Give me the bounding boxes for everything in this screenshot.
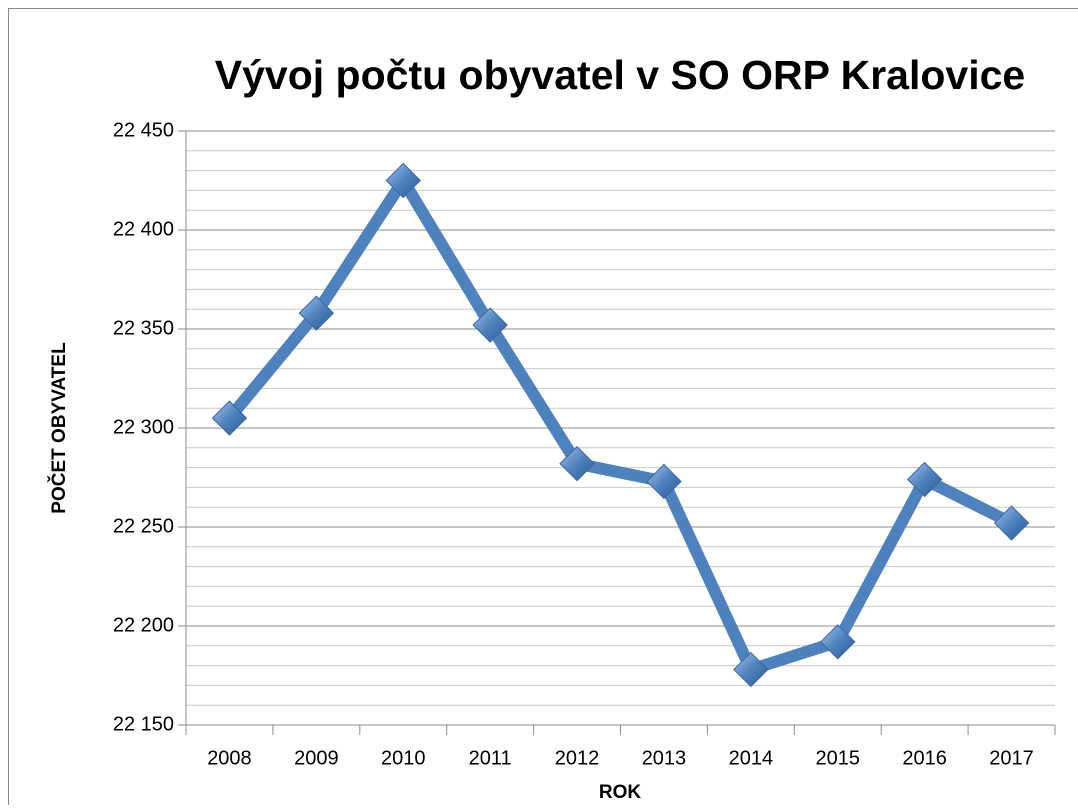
- y-tick-label: 22 200: [113, 614, 174, 636]
- x-tick-label: 2008: [207, 747, 252, 769]
- x-tick-label: 2013: [642, 747, 687, 769]
- x-tick-label: 2015: [816, 747, 861, 769]
- x-tick-label: 2014: [729, 747, 774, 769]
- y-tick-label: 22 300: [113, 416, 174, 438]
- y-tick-label: 22 400: [113, 218, 174, 240]
- y-tick-label: 22 150: [113, 713, 174, 735]
- x-tick-label: 2016: [902, 747, 947, 769]
- y-tick-label: 22 450: [113, 119, 174, 141]
- y-tick-label: 22 250: [113, 515, 174, 537]
- x-axis-label: ROK: [599, 782, 642, 803]
- x-tick-label: 2017: [989, 747, 1034, 769]
- y-tick-label: 22 350: [113, 317, 174, 339]
- chart-title: Vývoj počtu obyvatel v SO ORP Kralovice: [215, 52, 1025, 98]
- x-tick-label: 2012: [555, 747, 600, 769]
- x-tick-label: 2010: [381, 747, 426, 769]
- y-axis-label: POČET OBYVATEL: [48, 342, 70, 514]
- x-tick-label: 2011: [469, 747, 512, 769]
- x-tick-label: 2009: [294, 747, 339, 769]
